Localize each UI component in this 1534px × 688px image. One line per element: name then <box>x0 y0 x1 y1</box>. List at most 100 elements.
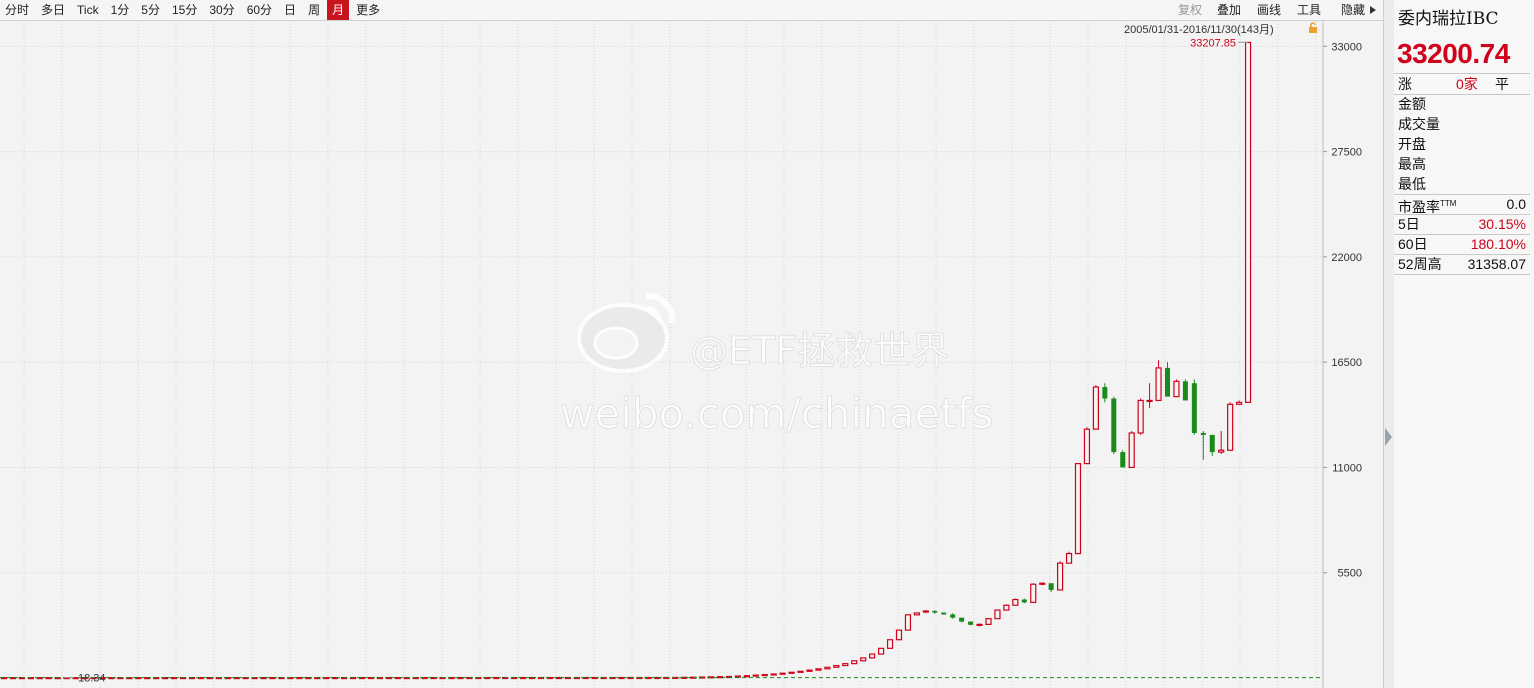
watermark-url: weibo.com/chinaetfs <box>560 389 993 438</box>
candle-body <box>1218 449 1225 453</box>
watermark-handle: @ETF拯救世界 <box>690 329 949 373</box>
candle <box>752 674 759 677</box>
y-tick-label: 27500 <box>1331 147 1362 159</box>
tab-week[interactable]: 周 <box>308 3 321 17</box>
candle-body <box>1182 381 1188 401</box>
lock-icon[interactable] <box>1307 22 1319 34</box>
candle <box>994 609 1001 620</box>
pe-label: 市盈率 <box>1398 199 1440 215</box>
candle-body <box>1173 380 1180 398</box>
candle-body <box>833 664 840 668</box>
tab-day[interactable]: 日 <box>284 3 297 17</box>
tab-30min[interactable]: 30分 <box>209 3 235 17</box>
open-row: 开盘 <box>1398 134 1526 154</box>
candle <box>1165 362 1170 397</box>
draw-line-button[interactable]: 画线 <box>1257 3 1282 17</box>
candle-body <box>1128 432 1135 469</box>
tab-1min[interactable]: 1分 <box>110 3 130 17</box>
candle <box>932 610 938 614</box>
candle-body <box>1021 599 1027 603</box>
d60-value: 180.10% <box>1470 236 1526 252</box>
candle-body <box>950 614 956 618</box>
candle <box>1191 379 1197 435</box>
candle-body <box>1003 604 1010 611</box>
volume-label: 成交量 <box>1398 116 1440 132</box>
candle-body <box>743 675 750 678</box>
tab-60min[interactable]: 60分 <box>246 3 273 17</box>
collapse-arrow-icon[interactable] <box>1383 426 1393 448</box>
stock-name: 委内瑞拉IBC <box>1398 9 1499 29</box>
quote-panel: 委内瑞拉IBC 33200.74 涨 0家 平 金额 成交量 开盘 最高 最低 … <box>1394 0 1534 688</box>
d5-label: 5日 <box>1398 216 1420 232</box>
candlestick-chart[interactable]: 5500 11000 16500 22000 27500 33000 @ETF拯救世界 w… <box>0 21 1383 688</box>
hide-button[interactable]: 隐藏 <box>1341 3 1366 17</box>
volume-row: 成交量 <box>1398 114 1526 134</box>
tab-more[interactable]: 更多 <box>356 3 381 17</box>
tab-5min[interactable]: 5分 <box>141 3 160 17</box>
candle-body <box>824 666 831 670</box>
flat-label: 平 <box>1495 76 1509 92</box>
d60-label: 60日 <box>1398 236 1428 252</box>
candle <box>806 669 813 672</box>
candle-body <box>1165 367 1170 397</box>
tools-button[interactable]: 工具 <box>1297 3 1322 17</box>
tab-fenshi[interactable]: 分时 <box>5 3 30 17</box>
candle-body <box>1039 582 1046 585</box>
candle <box>1048 583 1054 592</box>
high-row: 最高 <box>1398 154 1526 174</box>
candle-body <box>1083 428 1091 465</box>
candle <box>842 663 849 667</box>
divider <box>1394 94 1530 95</box>
candle <box>1065 551 1073 564</box>
candle <box>788 671 795 674</box>
d5-row: 5日 30.15% <box>1398 214 1526 234</box>
candle-body <box>1209 434 1215 453</box>
stock-price: 33200.74 <box>1397 38 1510 69</box>
candle-body <box>1048 583 1054 590</box>
candle-body <box>1146 399 1153 403</box>
candle-body <box>1137 399 1144 434</box>
candle <box>1146 383 1153 409</box>
candle-body <box>904 614 912 631</box>
low-row: 最低 <box>1398 174 1526 194</box>
candle-body <box>842 663 849 667</box>
fuquan-button[interactable]: 复权 <box>1178 3 1203 17</box>
candle <box>1102 383 1108 403</box>
candle-body <box>869 653 876 659</box>
candle-body <box>886 639 894 649</box>
candle-body <box>877 647 885 655</box>
candle <box>1209 434 1215 456</box>
candle-body <box>797 670 804 673</box>
candle-body <box>895 629 903 641</box>
candle <box>833 664 840 668</box>
chart-labels: 33207.85 18.34 <box>0 37 1322 685</box>
candle-body <box>1111 398 1117 453</box>
candle <box>770 673 777 676</box>
candle <box>895 629 903 641</box>
d60-row: 60日 180.10% <box>1398 234 1526 254</box>
divider <box>1394 73 1530 74</box>
play-arrow-icon[interactable] <box>1369 5 1377 15</box>
candle <box>797 670 804 673</box>
rise-value: 0家 <box>1456 76 1478 92</box>
candle <box>1137 398 1144 435</box>
candle <box>1012 598 1019 606</box>
candle <box>1200 431 1206 460</box>
candle <box>1244 41 1252 403</box>
tab-15min[interactable]: 15分 <box>171 3 198 17</box>
period-toolbar: 分时 多日 Tick 1分 5分 15分 30分 60分 日 周 月 更多 复权… <box>0 0 1383 21</box>
tab-month[interactable]: 月 <box>327 0 350 20</box>
amount-row: 金额 <box>1398 94 1526 114</box>
weibo-watermark: @ETF拯救世界 weibo.com/chinaetfs <box>560 292 994 438</box>
divider <box>1394 254 1530 255</box>
tab-tick[interactable]: Tick <box>77 3 99 17</box>
candle <box>950 613 956 619</box>
tab-duori[interactable]: 多日 <box>41 3 66 17</box>
chart-grid <box>0 21 1322 688</box>
candle <box>1083 427 1091 465</box>
candle <box>851 660 858 665</box>
candle-body <box>932 611 938 613</box>
candle <box>1227 402 1234 451</box>
overlay-button[interactable]: 叠加 <box>1217 3 1242 17</box>
candle <box>1155 360 1162 402</box>
